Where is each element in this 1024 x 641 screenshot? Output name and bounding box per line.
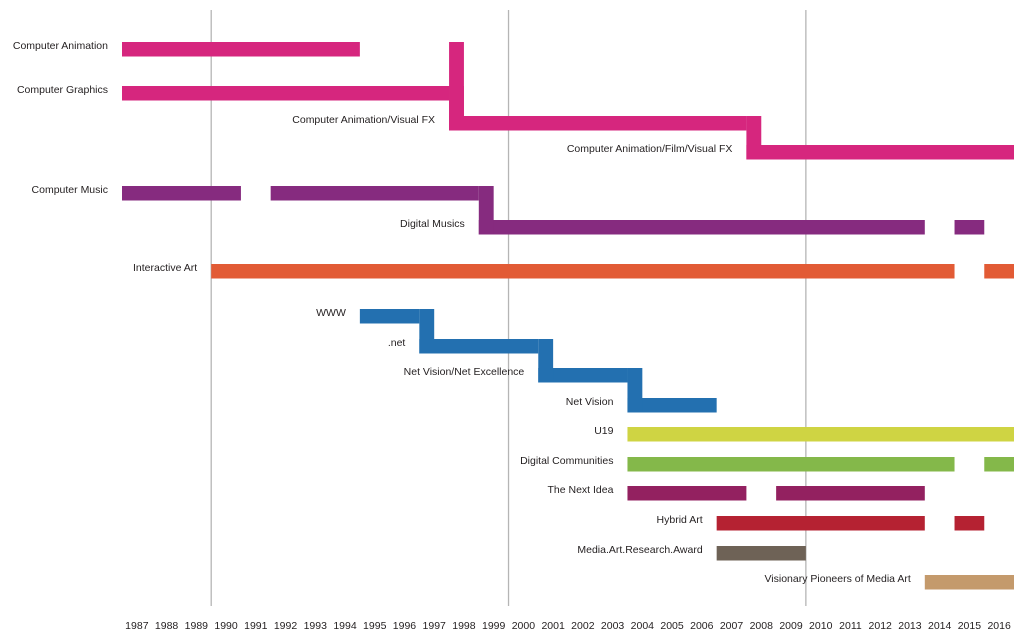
bar-u19-1 bbox=[627, 427, 1014, 442]
series-label: U19 bbox=[594, 425, 613, 437]
x-tick-label: 2016 bbox=[987, 620, 1011, 632]
x-tick-label: 2010 bbox=[809, 620, 833, 632]
bar-the-next-idea-1 bbox=[627, 486, 747, 501]
series-label: Computer Animation/Film/Visual FX bbox=[567, 143, 733, 155]
x-tick-label: 1989 bbox=[185, 620, 209, 632]
bar-the-next-idea-2 bbox=[776, 486, 925, 501]
series-label: .net bbox=[388, 337, 406, 349]
x-tick-label: 1997 bbox=[423, 620, 447, 632]
bar-www-1 bbox=[359, 309, 420, 324]
x-axis-year-labels: 1987 1988 1989 1990 1991 1992 1993 1994 1995 1996… bbox=[125, 620, 1011, 632]
series-label: Computer Animation/Visual FX bbox=[292, 114, 435, 126]
bar-computer-animation-1 bbox=[122, 42, 360, 57]
x-tick-label: 1990 bbox=[214, 620, 238, 632]
bar-digital-musics-2 bbox=[954, 220, 985, 235]
x-tick-label: 2009 bbox=[779, 620, 803, 632]
x-tick-label: 2002 bbox=[571, 620, 595, 632]
x-tick-label: 2005 bbox=[660, 620, 684, 632]
bar-computer-graphics-1 bbox=[122, 86, 450, 101]
series-label: Computer Animation bbox=[13, 40, 108, 52]
connector-4 bbox=[478, 186, 494, 235]
series-label: Computer Graphics bbox=[17, 84, 108, 96]
bar-net-vision-net-excellence-1 bbox=[538, 368, 628, 383]
connector-7 bbox=[627, 368, 643, 413]
series-label: Hybrid Art bbox=[657, 514, 703, 526]
bar-digital-communities-1 bbox=[627, 457, 955, 472]
bar-computer-music-1 bbox=[122, 186, 241, 201]
x-tick-label: 1998 bbox=[452, 620, 476, 632]
connector-6 bbox=[538, 339, 554, 383]
x-tick-label: 1988 bbox=[155, 620, 179, 632]
x-tick-label: 2004 bbox=[631, 620, 655, 632]
x-tick-label: 1993 bbox=[304, 620, 328, 632]
bar-computer-music-2 bbox=[270, 186, 479, 201]
bar-visionary-pioneers-of-media-art-1 bbox=[924, 575, 1014, 590]
bar-computer-animation-film-visual-fx-1 bbox=[746, 145, 1014, 160]
bar-interactive-art-2 bbox=[984, 264, 1014, 279]
x-tick-label: 1999 bbox=[482, 620, 506, 632]
bar-media-art-research-award-1 bbox=[716, 546, 806, 561]
bar--net-1 bbox=[419, 339, 539, 354]
bar-hybrid-art-1 bbox=[716, 516, 925, 531]
series-label: Net Vision bbox=[566, 396, 614, 408]
series-label: Digital Musics bbox=[400, 218, 465, 230]
bar-digital-communities-2 bbox=[984, 457, 1014, 472]
x-tick-label: 2003 bbox=[601, 620, 625, 632]
series-label: WWW bbox=[316, 307, 346, 319]
x-tick-label: 1995 bbox=[363, 620, 387, 632]
series-label: Media.Art.Research.Award bbox=[577, 544, 702, 556]
bar-net-vision-1 bbox=[627, 398, 717, 413]
x-tick-label: 2013 bbox=[898, 620, 922, 632]
x-tick-label: 1994 bbox=[333, 620, 357, 632]
gridlines bbox=[210, 10, 807, 606]
x-tick-label: 2001 bbox=[541, 620, 565, 632]
connector-3 bbox=[746, 116, 762, 160]
bar-hybrid-art-2 bbox=[954, 516, 985, 531]
series-labels: Computer Animation Computer Graphics Compu… bbox=[13, 40, 911, 585]
x-tick-label: 2008 bbox=[750, 620, 774, 632]
bar-digital-musics-1 bbox=[478, 220, 925, 235]
x-tick-label: 1987 bbox=[125, 620, 149, 632]
connector-5 bbox=[419, 309, 435, 354]
series-label: Visionary Pioneers of Media Art bbox=[764, 573, 910, 585]
x-tick-label: 2000 bbox=[512, 620, 536, 632]
bar-computer-animation-visual-fx-1 bbox=[449, 116, 747, 131]
series-label: The Next Idea bbox=[548, 484, 614, 496]
series-label: Interactive Art bbox=[133, 262, 197, 274]
x-tick-label: 1996 bbox=[393, 620, 417, 632]
series-label: Net Vision/Net Excellence bbox=[404, 366, 525, 378]
x-tick-label: 2012 bbox=[869, 620, 893, 632]
series-label: Computer Music bbox=[32, 184, 108, 196]
x-tick-label: 2014 bbox=[928, 620, 952, 632]
bars bbox=[122, 42, 1014, 590]
bar-interactive-art-1 bbox=[211, 264, 955, 279]
x-tick-label: 2011 bbox=[839, 620, 862, 632]
x-tick-label: 1991 bbox=[244, 620, 268, 632]
x-tick-label: 2006 bbox=[690, 620, 714, 632]
series-label: Digital Communities bbox=[520, 455, 613, 467]
x-tick-label: 2015 bbox=[958, 620, 982, 632]
x-tick-label: 1992 bbox=[274, 620, 298, 632]
x-tick-label: 2007 bbox=[720, 620, 744, 632]
connector-2 bbox=[449, 86, 464, 131]
